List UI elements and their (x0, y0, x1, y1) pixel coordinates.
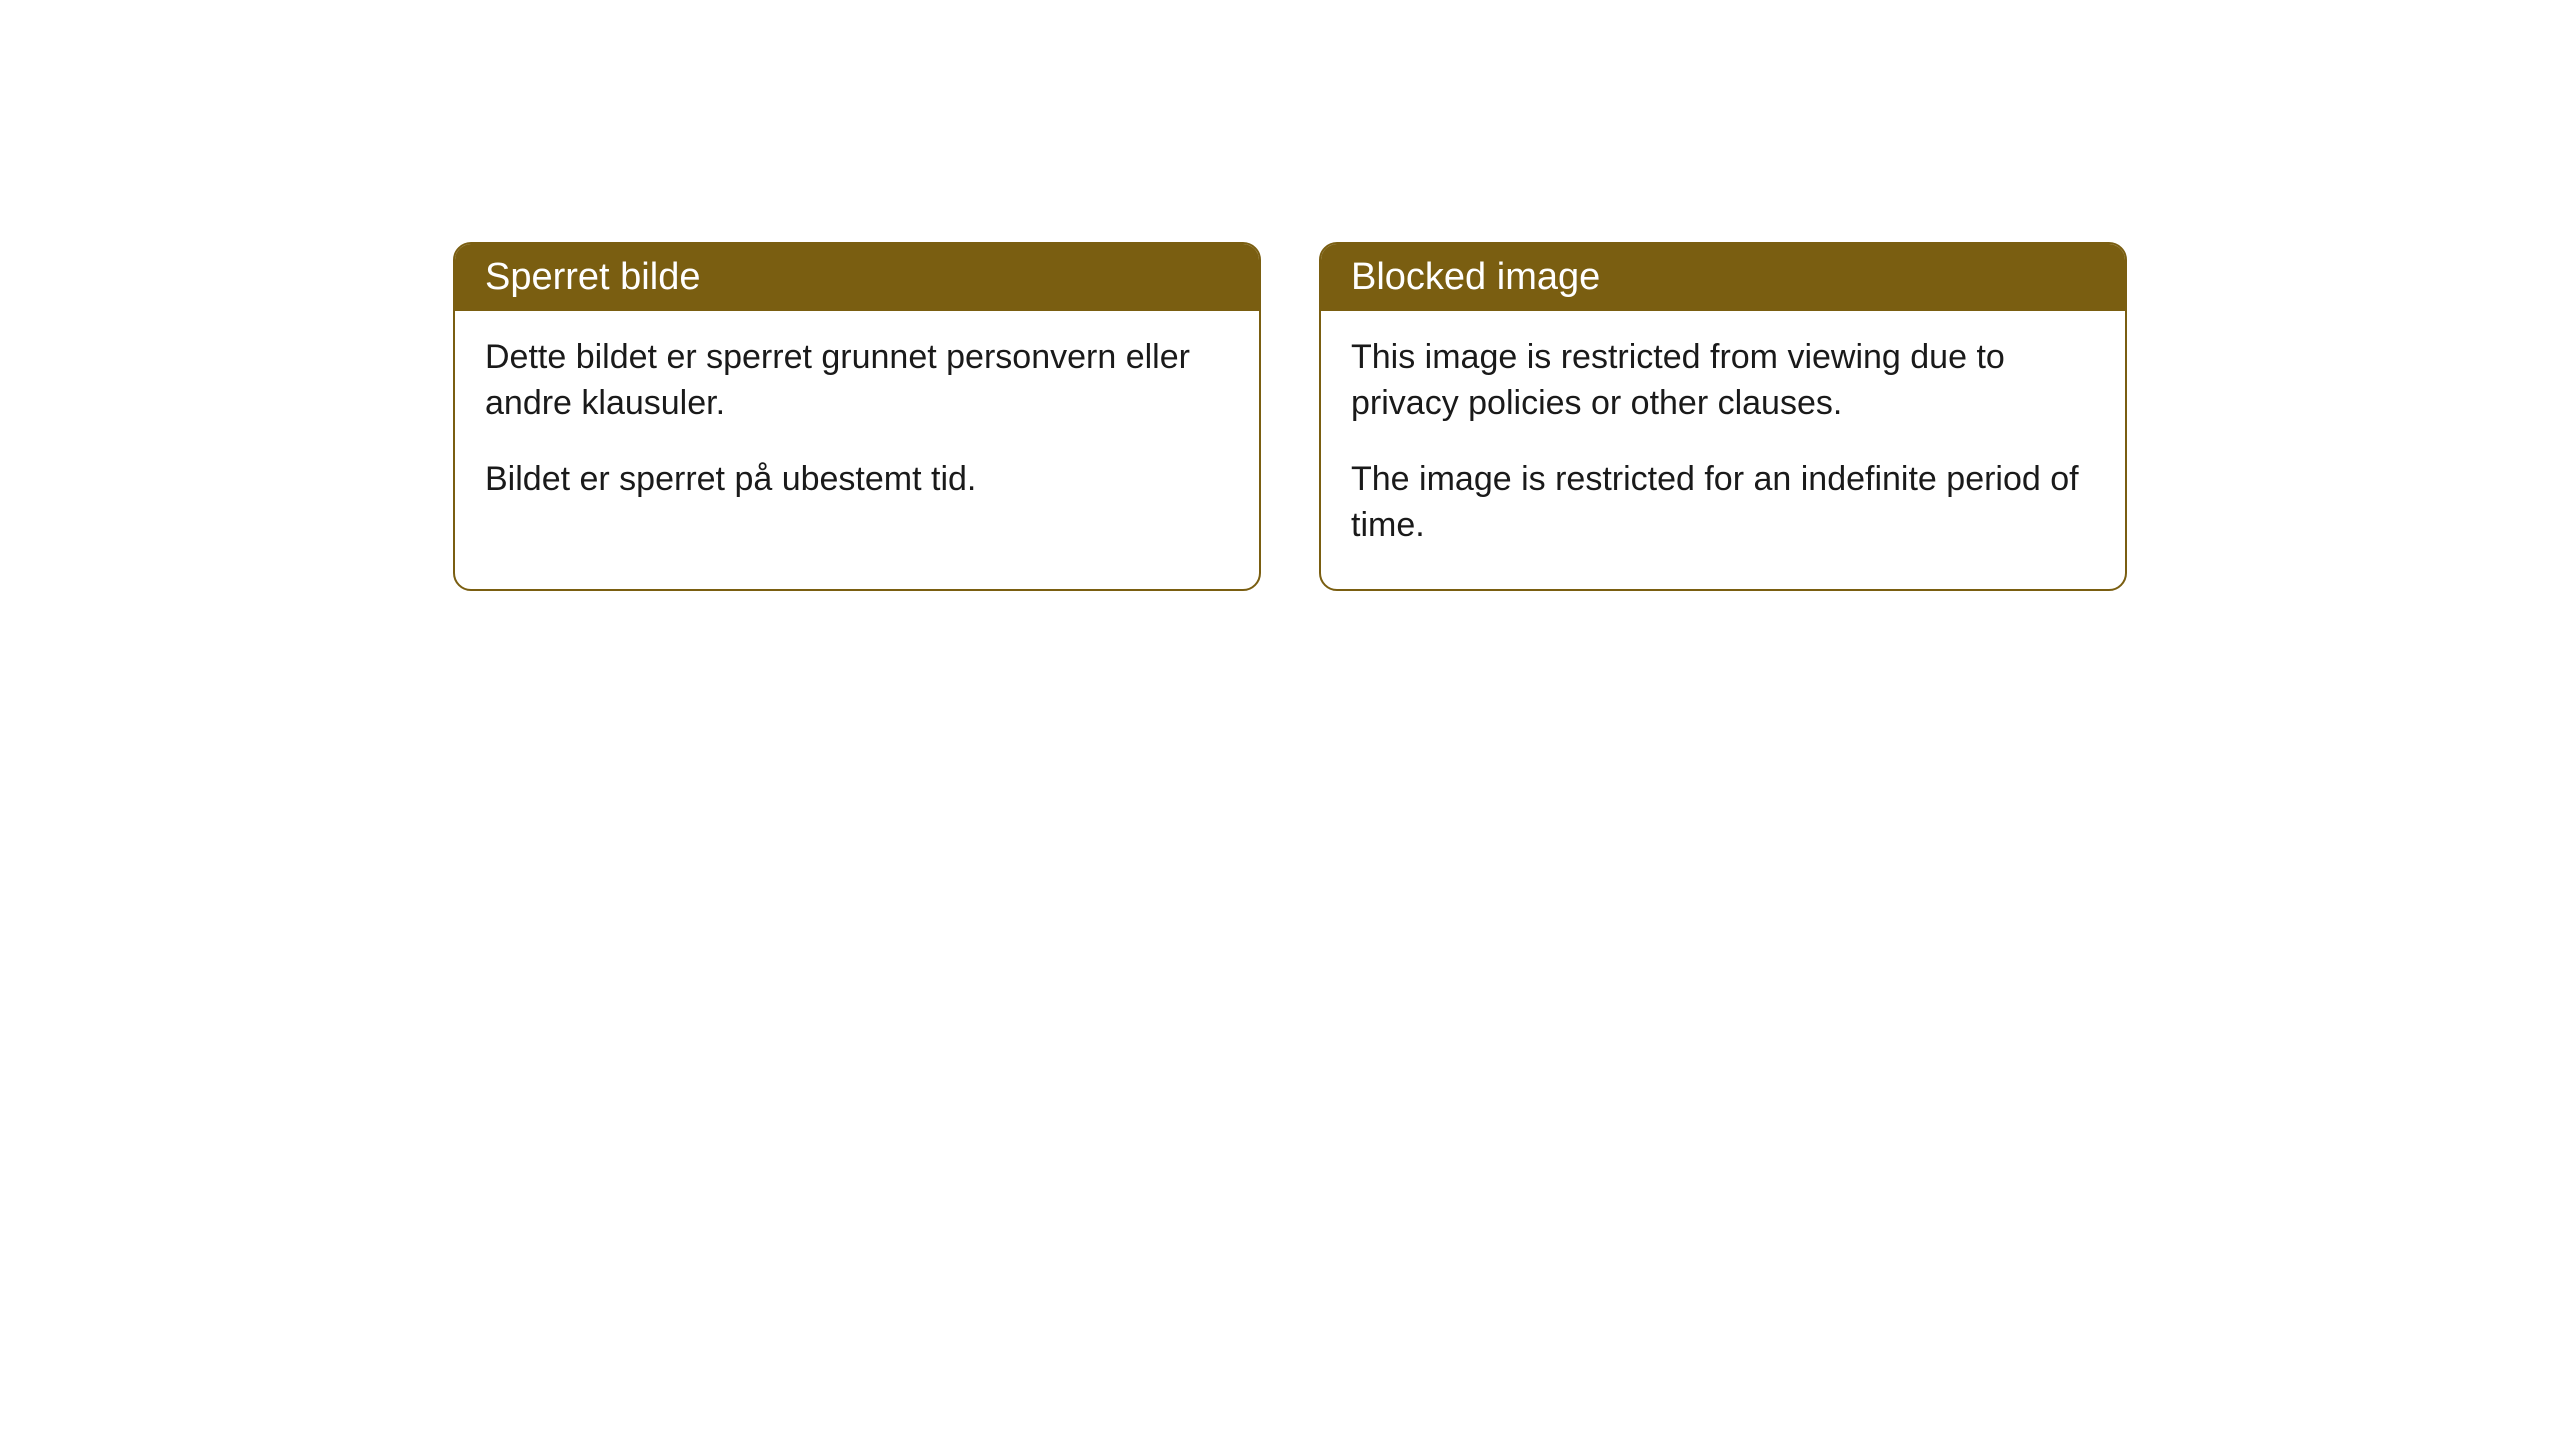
card-title: Sperret bilde (485, 256, 700, 298)
card-body-english: This image is restricted from viewing du… (1321, 311, 2125, 589)
card-paragraph: The image is restricted for an indefinit… (1351, 457, 2095, 549)
notice-cards-container: Sperret bilde Dette bildet er sperret gr… (453, 242, 2127, 591)
card-paragraph: Bildet er sperret på ubestemt tid. (485, 457, 1229, 503)
card-paragraph: Dette bildet er sperret grunnet personve… (485, 335, 1229, 427)
card-paragraph: This image is restricted from viewing du… (1351, 335, 2095, 427)
notice-card-english: Blocked image This image is restricted f… (1319, 242, 2127, 591)
card-header-norwegian: Sperret bilde (455, 244, 1259, 311)
card-header-english: Blocked image (1321, 244, 2125, 311)
notice-card-norwegian: Sperret bilde Dette bildet er sperret gr… (453, 242, 1261, 591)
card-body-norwegian: Dette bildet er sperret grunnet personve… (455, 311, 1259, 543)
card-title: Blocked image (1351, 256, 1600, 298)
